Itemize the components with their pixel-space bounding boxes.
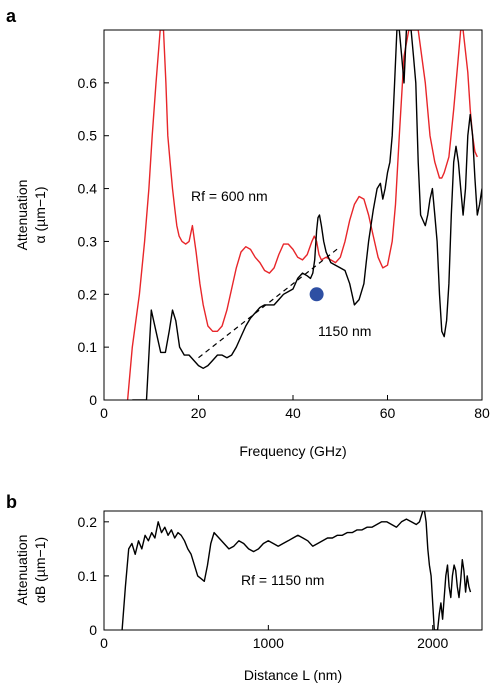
- panel-a-xtick-label: 40: [285, 405, 301, 421]
- panel-a-marker-dot: [309, 287, 324, 302]
- panel-a-black-series-line: [132, 30, 482, 400]
- panel-a-xtick-label: 80: [474, 405, 490, 421]
- panel-a-red-series-line: [126, 30, 478, 400]
- panel-b-frame: [103, 510, 483, 631]
- panel-b-xtick-label: 0: [100, 635, 108, 651]
- panel-a-letter: a: [6, 6, 17, 26]
- panel-b-letter: b: [6, 492, 17, 512]
- panel-a-fit-line: [198, 246, 341, 359]
- panel-a-black-series-label: 1150 nm: [318, 323, 371, 339]
- panel-b-ytick-label: 0.1: [78, 568, 98, 584]
- panel-b-series-label: Rf = 1150 nm: [241, 572, 324, 588]
- panel-b-chart: 0 1000 2000 0 0.1 0.2 Distance L (nm) Attenua…: [14, 510, 483, 683]
- panel-a-ytick-label: 0.3: [78, 233, 98, 249]
- panel-a-ytick-label: 0.1: [78, 339, 98, 355]
- panel-a-ylabel-line1: Attenuation: [14, 180, 30, 251]
- panel-a-ylabel-line2: α (µm−1): [32, 187, 48, 244]
- panel-b-xtick-label: 2000: [417, 635, 448, 651]
- panel-a-xtick-label: 20: [191, 405, 207, 421]
- panel-a-ytick-label: 0.4: [78, 181, 98, 197]
- panel-b-ytick-label: 0: [89, 622, 97, 638]
- panel-a-ytick-label: 0.2: [78, 286, 98, 302]
- panel-b-xlabel: Distance L (nm): [244, 667, 342, 683]
- panel-a-ytick-label: 0.5: [78, 128, 98, 144]
- panel-a-ytick-label: 0.6: [78, 75, 98, 91]
- panel-b-ytick-label: 0.2: [78, 514, 98, 530]
- panel-a-chart: 0 20 40 60 80 0 0.1 0.2 0.3 0.4 0.5 0.6 Frequency (…: [14, 29, 490, 459]
- panel-b-ylabel-line1: Attenuation: [14, 535, 30, 606]
- panel-a-red-series-label: Rf = 600 nm: [191, 188, 268, 204]
- panel-b-ylabel-line2: αB (µm−1): [32, 537, 48, 603]
- panel-a-ytick-label: 0: [89, 392, 97, 408]
- panel-b-black-series-line: [121, 511, 472, 630]
- panel-a-xtick-label: 0: [100, 405, 108, 421]
- panel-b-xtick-label: 1000: [253, 635, 284, 651]
- panel-a-xlabel: Frequency (GHz): [239, 443, 346, 459]
- panel-a-xtick-label: 60: [380, 405, 396, 421]
